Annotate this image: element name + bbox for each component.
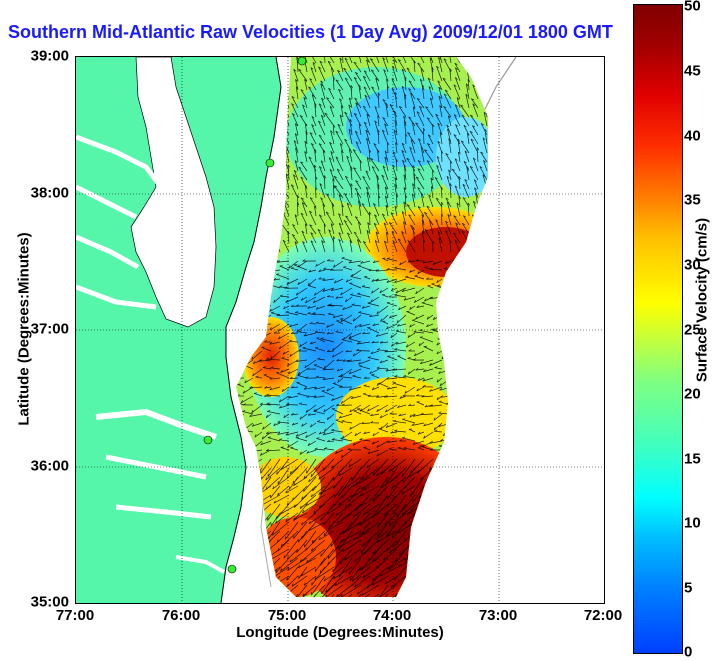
map-plot-area [75, 56, 605, 604]
y-tick-label: 36:00 [31, 458, 69, 475]
colorbar-tick: 5 [684, 580, 692, 597]
x-tick-label: 73:00 [479, 607, 517, 624]
y-tick-label: 38:00 [31, 185, 69, 202]
x-tick-label: 75:00 [268, 607, 306, 624]
radar-site-marker [266, 159, 274, 167]
colorbar-tick: 35 [684, 192, 701, 209]
x-tick-label: 72:00 [584, 607, 622, 624]
radar-site-marker [298, 57, 306, 65]
y-axis-title: Latitude (Degrees:Minutes) [16, 232, 33, 425]
x-tick-label: 74:00 [373, 607, 411, 624]
colorbar [633, 4, 683, 654]
x-axis-title: Longitude (Degrees:Minutes) [236, 624, 444, 641]
colorbar-tick: 10 [684, 515, 701, 532]
colorbar-tick: 40 [684, 128, 701, 145]
colorbar-tick: 50 [684, 0, 701, 15]
colorbar-tick: 0 [684, 644, 692, 661]
x-tick-label: 76:00 [162, 607, 200, 624]
velocity-map [76, 57, 604, 603]
colorbar-tick: 15 [684, 451, 701, 468]
y-tick-label: 37:00 [31, 321, 69, 338]
colorbar-title: Surface Velocity (cm/s) [694, 218, 711, 382]
colorbar-tick: 45 [684, 63, 701, 80]
radar-site-marker [204, 436, 212, 444]
x-tick-label: 77:00 [56, 607, 94, 624]
map-title: Southern Mid-Atlantic Raw Velocities (1 … [8, 22, 613, 43]
y-tick-label: 39:00 [31, 48, 69, 65]
colorbar-tick: 20 [684, 386, 701, 403]
radar-site-marker [228, 565, 236, 573]
